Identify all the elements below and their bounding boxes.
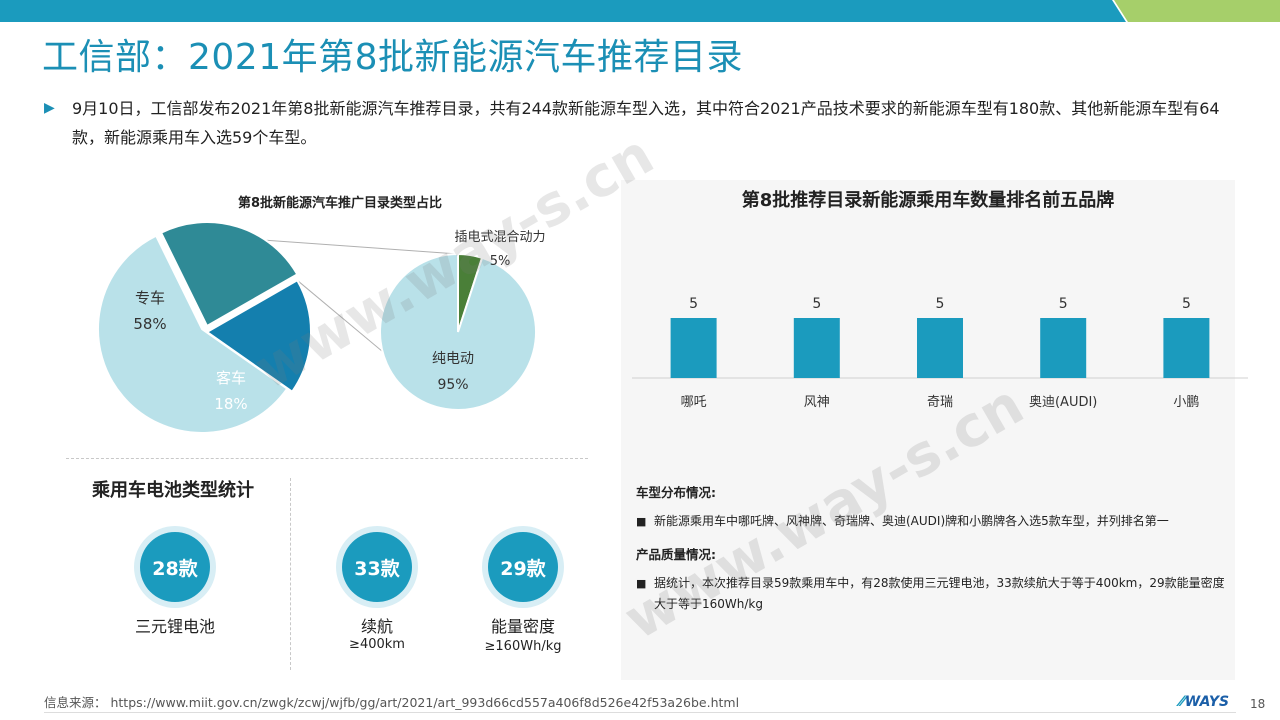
pie-value-label: 18%: [214, 395, 247, 413]
footer-divider: [44, 712, 1236, 713]
battery-stats-title: 乘用车电池类型统计: [92, 480, 254, 501]
distribution-heading: 车型分布情况:: [636, 485, 716, 500]
pie-slice-label: 插电式混合动力: [454, 230, 545, 245]
bar-value-label: 5: [936, 296, 945, 312]
bar-value-label: 5: [812, 296, 821, 312]
bar-chart-title: 第8批推荐目录新能源乘用车数量排名前五品牌: [741, 190, 1115, 211]
pie-value-label: 58%: [133, 315, 166, 333]
quality-text: 据统计，本次推荐目录59款乘用车中，有28款使用三元锂电池，33款续航大于等于4…: [636, 573, 1228, 615]
distribution-text: 新能源乘用车中哪吒牌、风神牌、奇瑞牌、奥迪(AUDI)牌和小鹏牌各入选5款车型，…: [636, 511, 1228, 532]
x-tick-label: 小鹏: [1173, 395, 1199, 410]
x-tick-label: 奇瑞: [927, 394, 953, 410]
pie-slice: [97, 234, 289, 434]
pie-value-label: 95%: [437, 377, 468, 393]
intro-paragraph: ▶ 9月10日，工信部发布2021年第8批新能源汽车推荐目录，共有244款新能源…: [44, 94, 1244, 152]
bar: [1163, 318, 1210, 378]
intro-text: 9月10日，工信部发布2021年第8批新能源汽车推荐目录，共有244款新能源车型…: [72, 99, 1220, 147]
pie-slice: [379, 252, 537, 411]
pie-slice: [159, 221, 299, 328]
pie-slice-label: 客车: [216, 369, 246, 387]
pie-slice-label: 专车: [135, 289, 165, 307]
bar: [1040, 318, 1087, 378]
bar-chart: 5 哪吒 5 风神 5 奇瑞 5 奥迪(AUDI) 5 小鹏: [632, 296, 1248, 410]
stat-label-ternary: 三元锂电池: [134, 617, 215, 636]
section-divider-vertical: [290, 478, 291, 670]
right-triangle-icon: ▶: [44, 100, 55, 116]
stat-circle-ternary: 28款: [140, 532, 210, 602]
quality-heading: 产品质量情况:: [636, 547, 716, 562]
page-title: 工信部：2021年第8批新能源汽车推荐目录: [42, 37, 744, 78]
x-tick-label: 奥迪(AUDI): [1029, 395, 1097, 410]
ways-logo: ⁄⁄WAYS: [1180, 694, 1230, 710]
source-link[interactable]: 信息来源： https://www.miit.gov.cn/zwgk/zcwj/…: [44, 695, 740, 710]
pie-value-label: 5%: [490, 254, 511, 269]
section-divider: [66, 458, 588, 459]
bar: [793, 318, 840, 378]
pie-slice-label: 纯电动: [432, 351, 474, 367]
stat-label-density: 能量密度: [490, 617, 555, 636]
notes-panel: 车型分布情况: 新能源乘用车中哪吒牌、风神牌、奇瑞牌、奥迪(AUDI)牌和小鹏牌…: [636, 478, 1228, 615]
stat-label-range: 续航: [360, 617, 393, 636]
bar-value-label: 5: [1182, 296, 1191, 312]
stat-sub-range: ≥400km: [349, 637, 405, 652]
pie-slice: [205, 278, 312, 394]
pie-chart-title: 第8批新能源汽车推广目录类型占比: [237, 196, 443, 211]
stat-sub-density: ≥160Wh/kg: [484, 639, 562, 654]
bar-value-label: 5: [689, 296, 698, 312]
ways-logo-text: WAYS: [1184, 694, 1230, 710]
bar: [917, 318, 963, 378]
page-number: 18: [1250, 697, 1266, 711]
stat-circle-range: 33款: [342, 532, 412, 602]
x-tick-label: 风神: [804, 395, 830, 410]
top-accent-bar: [0, 0, 1280, 22]
stat-circle-density: 29款: [488, 532, 558, 602]
x-tick-label: 哪吒: [681, 395, 707, 410]
bar-value-label: 5: [1059, 296, 1068, 312]
bar: [670, 318, 717, 378]
